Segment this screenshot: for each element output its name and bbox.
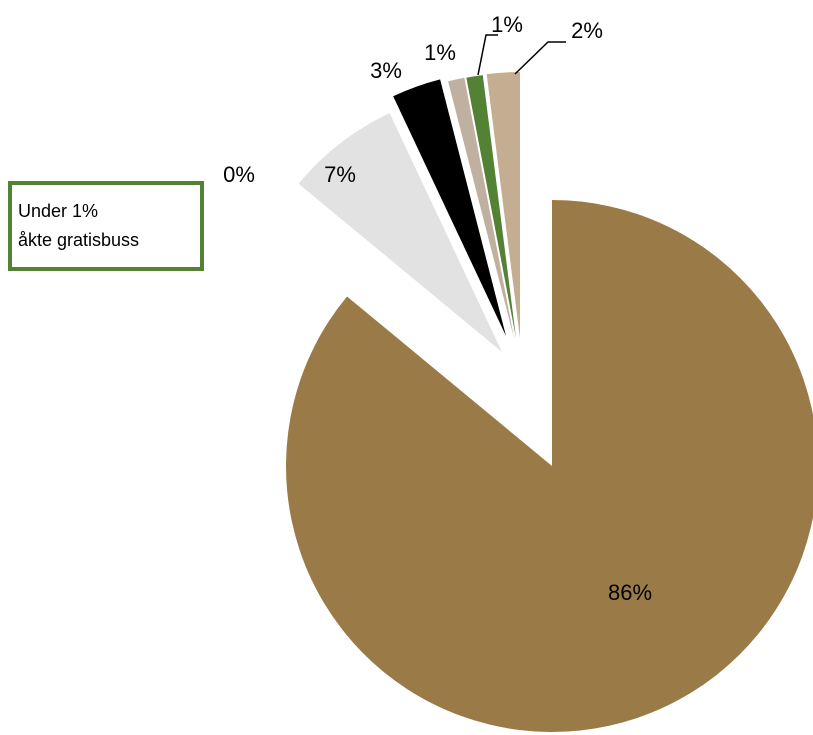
slice-label-3: 3%	[370, 58, 402, 83]
annotation-box: Under 1% åkte gratisbuss	[8, 181, 204, 271]
leader-lines	[477, 34, 566, 76]
pie-slice-3	[393, 79, 506, 336]
slice-label-1a: 1%	[424, 40, 456, 65]
pie-slice-2	[298, 113, 502, 352]
pie-slice-4	[448, 77, 514, 338]
slice-label-0: 0%	[223, 162, 255, 187]
slice-label-7: 7%	[324, 162, 356, 187]
slice-labels: 86% 0% 7% 3% 1% 1% 2%	[223, 12, 652, 605]
pie-slice-0	[286, 200, 813, 732]
annotation-line-2: åkte gratisbuss	[18, 230, 140, 250]
slice-label-2: 2%	[571, 18, 603, 43]
leader-line-1pct	[477, 34, 498, 76]
pie-slice-6	[486, 72, 520, 338]
pie-slice-5	[466, 75, 516, 338]
leader-line-2pct	[514, 41, 566, 75]
pie-slices	[286, 72, 813, 732]
slice-label-1b: 1%	[491, 12, 523, 37]
annotation-line-1: Under 1%	[18, 201, 99, 221]
slice-label-86: 86%	[608, 580, 652, 605]
